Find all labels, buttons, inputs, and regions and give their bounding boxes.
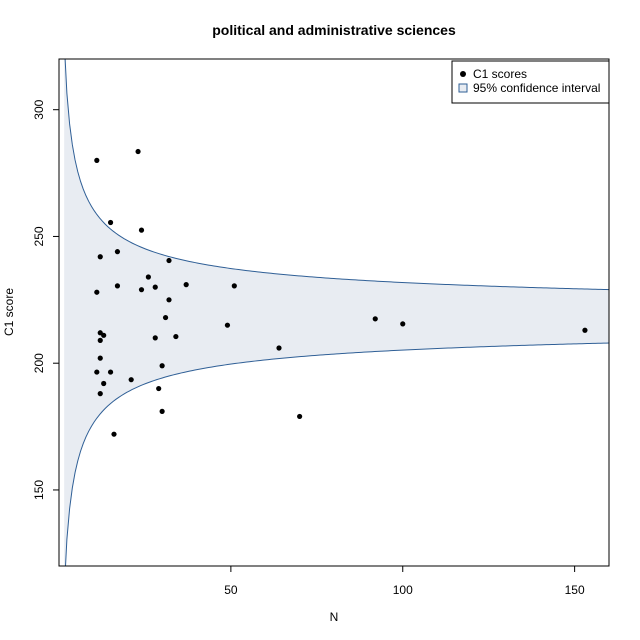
data-point <box>94 157 100 163</box>
data-point <box>97 391 103 397</box>
legend-box <box>451 60 610 104</box>
x-tick-label: 50 <box>224 583 238 597</box>
data-point <box>231 283 237 289</box>
x-tick-label: 150 <box>565 583 585 597</box>
y-axis-label: C1 score <box>2 288 16 336</box>
legend-points-label: C1 scores <box>473 67 527 81</box>
data-point <box>128 377 134 383</box>
data-point <box>582 327 588 333</box>
data-point <box>152 335 158 341</box>
data-point <box>97 254 103 260</box>
data-point <box>166 257 172 264</box>
confidence-upper-bound <box>64 59 609 291</box>
data-point <box>276 345 282 351</box>
data-point <box>166 297 172 303</box>
legend-point-marker <box>460 71 466 77</box>
data-point <box>159 363 165 369</box>
data-point <box>107 219 114 226</box>
data-point <box>114 283 121 289</box>
confidence-lower-bound <box>65 342 609 566</box>
y-tick-label: 250 <box>32 226 46 246</box>
data-point <box>114 249 121 255</box>
data-point <box>156 385 162 392</box>
data-point <box>97 337 103 343</box>
legend: C1 scores 95% confidence interval <box>451 60 610 104</box>
x-axis-label: N <box>330 610 339 624</box>
data-point <box>152 284 158 290</box>
data-point <box>94 289 100 295</box>
plot-frame <box>58 58 610 567</box>
data-point <box>138 287 145 293</box>
data-point <box>107 369 114 375</box>
data-point <box>101 332 107 338</box>
y-tick-label: 200 <box>32 353 46 373</box>
data-point <box>173 333 179 340</box>
confidence-band <box>64 59 609 566</box>
data-point <box>183 282 189 288</box>
data-point <box>145 274 151 280</box>
y-tick-label: 150 <box>32 480 46 500</box>
data-point <box>97 355 103 361</box>
legend-band-swatch <box>458 83 468 93</box>
x-tick-label: 100 <box>393 583 413 597</box>
data-point <box>138 227 145 233</box>
data-point <box>162 314 169 321</box>
data-point <box>159 408 165 414</box>
y-tick-label: 300 <box>32 99 46 119</box>
data-point <box>224 322 231 328</box>
chart-title: political and administrative sciences <box>212 22 456 38</box>
data-point <box>101 380 107 387</box>
data-point <box>400 321 406 327</box>
data-point <box>135 148 141 155</box>
data-point <box>111 431 117 437</box>
data-point <box>372 316 378 322</box>
legend-band-label: 95% confidence interval <box>473 81 600 95</box>
data-point <box>94 369 100 375</box>
data-point <box>297 413 303 420</box>
